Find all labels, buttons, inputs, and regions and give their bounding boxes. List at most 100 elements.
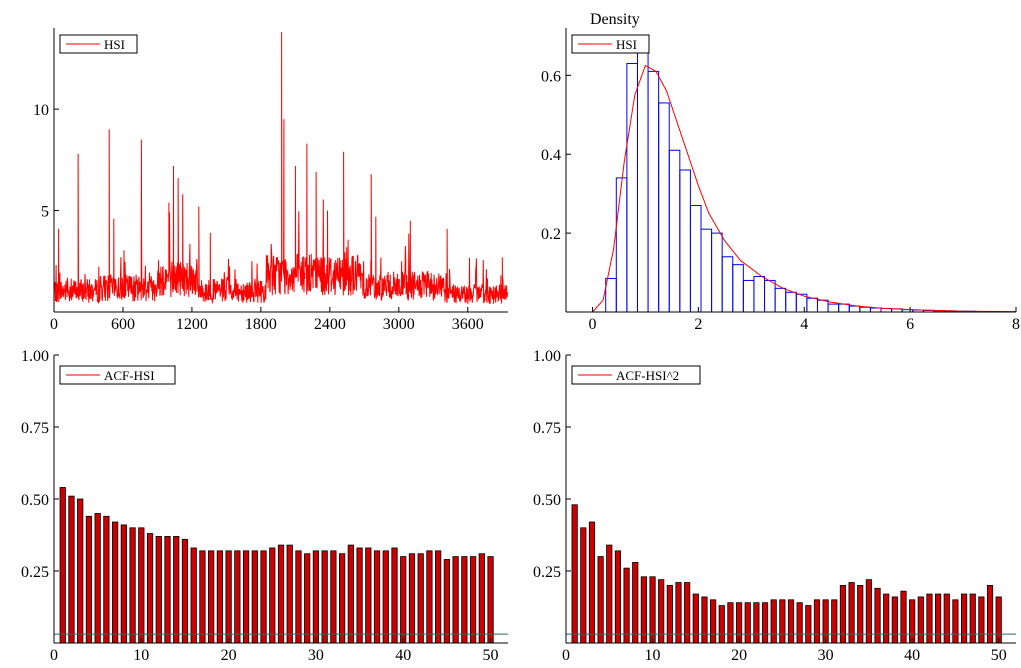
y-tick-label: 0.75 — [21, 420, 49, 437]
y-tick-label: 0.2 — [541, 226, 561, 243]
acf-bar — [753, 602, 760, 644]
histogram-bar — [785, 291, 797, 313]
acf-bar — [718, 605, 725, 644]
y-tick-label: 0.25 — [533, 564, 561, 581]
hsi-density-panel: Density 0 2 4 6 8 0.2 0.4 0.6 HSI — [541, 11, 1020, 333]
legend-label: HSI — [104, 37, 125, 52]
histogram-bar — [700, 228, 713, 313]
acf-hsi-panel: 0 10 20 30 40 50 0.25 0.50 0.75 1.00 ACF-HSI — [21, 348, 508, 664]
histogram-bar — [689, 205, 702, 313]
acf-bar — [68, 495, 75, 644]
histogram-bar — [838, 303, 850, 313]
acf-bar — [347, 544, 354, 644]
legend-label: ACF-HSI^2 — [616, 368, 679, 383]
acf-bar — [935, 593, 942, 644]
legend: ACF-HSI^2 — [571, 365, 701, 385]
acf-bar — [417, 553, 424, 644]
acf-bar — [926, 593, 933, 644]
y-tick-label: 1.00 — [533, 348, 561, 365]
acf-bar — [874, 587, 881, 644]
acf-bar — [216, 550, 223, 644]
histogram-bar — [764, 279, 776, 313]
x-tick-label: 50 — [483, 647, 499, 664]
x-tick-label: 30 — [818, 647, 834, 664]
acf-bar — [339, 553, 346, 644]
acf-bar — [269, 547, 276, 644]
x-tick-label: 6 — [906, 316, 914, 333]
acf-bar — [710, 599, 717, 644]
legend: ACF-HSI — [59, 365, 176, 385]
acf-bar — [779, 599, 786, 644]
acf-bar — [408, 553, 416, 644]
histogram-bar — [816, 299, 829, 313]
acf-bar — [761, 602, 769, 644]
acf-bar — [952, 599, 959, 644]
x-tick-label: 40 — [395, 647, 411, 664]
acf-bar — [588, 521, 596, 644]
x-tick-label: 0 — [50, 316, 58, 333]
histogram-bar — [774, 287, 787, 313]
histogram-bar — [742, 279, 755, 313]
acf-bar — [391, 547, 398, 644]
histogram-bar — [859, 306, 871, 313]
acf-bar — [312, 550, 320, 644]
acf-bar — [382, 550, 389, 644]
y-tick-label: 0.4 — [541, 147, 561, 164]
x-tick-label: 0 — [562, 647, 570, 664]
x-tick-label: 1800 — [245, 316, 277, 333]
acf-bar — [85, 515, 93, 644]
acf-bar — [649, 576, 656, 644]
acf-bar — [632, 561, 639, 644]
acf-bar — [865, 579, 872, 644]
histogram-bar — [658, 102, 670, 313]
acf-bar — [452, 556, 459, 644]
x-tick-label: 30 — [308, 647, 324, 664]
acf-bar — [260, 550, 267, 644]
acf-bar — [321, 550, 328, 644]
acf-bar — [744, 602, 751, 644]
histogram-bar — [679, 169, 691, 313]
histogram-bar — [721, 256, 734, 313]
histogram-bar — [806, 297, 818, 313]
acf-bar — [891, 596, 898, 644]
acf-bar — [831, 599, 838, 644]
histogram-bar — [848, 305, 861, 313]
y-tick-label: 0.25 — [21, 564, 49, 581]
acf-bar — [400, 556, 407, 644]
acf-bar — [727, 602, 734, 644]
acf-bar — [580, 527, 587, 644]
acf-bar — [59, 487, 66, 644]
acf-bar — [978, 596, 985, 644]
acf-bar — [640, 576, 647, 644]
x-tick-label: 0 — [588, 316, 596, 333]
x-tick-label: 40 — [904, 647, 920, 664]
acf-bar — [330, 550, 337, 644]
hsi-series-line — [53, 32, 509, 305]
y-tick-label: 10 — [33, 102, 49, 119]
x-tick-label: 3000 — [383, 316, 415, 333]
acf-bar — [917, 596, 924, 644]
x-tick-label: 10 — [645, 647, 661, 664]
acf-bar — [606, 544, 613, 644]
legend-label: ACF-HSI — [104, 368, 155, 383]
acf-bar — [173, 536, 180, 644]
x-tick-label: 0 — [50, 647, 58, 664]
acf-bar — [286, 544, 293, 644]
acf-bar — [883, 593, 890, 644]
histogram-bar — [711, 232, 723, 313]
x-tick-label: 50 — [991, 647, 1007, 664]
legend: HSI — [59, 34, 138, 54]
acf-hsi-squared-panel: 0 10 20 30 40 50 0.25 0.50 0.75 1.00 ACF-HSI^2 — [533, 348, 1016, 664]
x-tick-label: 20 — [731, 647, 747, 664]
acf-bar — [373, 550, 381, 644]
acf-bar — [623, 567, 630, 644]
acf-bar — [995, 596, 1002, 644]
acf-bar — [234, 550, 241, 644]
acf-bar — [94, 513, 101, 644]
acf-bar — [478, 553, 485, 644]
hsi-series-panel: 0 600 1200 1800 2400 3000 3600 5 10 HSI — [33, 28, 509, 333]
histogram-bar — [626, 63, 638, 313]
acf-bar — [571, 504, 578, 644]
acf-bar — [900, 590, 907, 644]
